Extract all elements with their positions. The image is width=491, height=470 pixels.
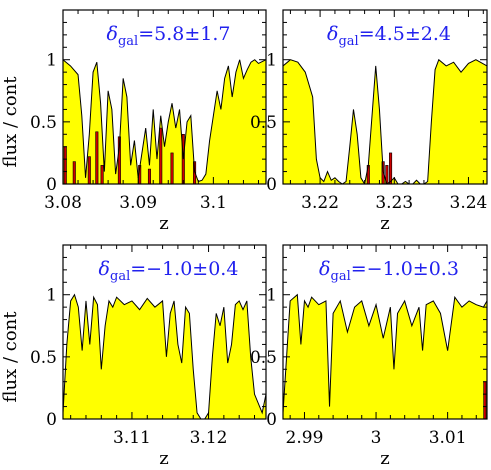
- xlabel: z: [159, 448, 168, 469]
- xtick-label: 3.12: [190, 428, 228, 448]
- title-subscript: gal: [331, 269, 351, 284]
- panel-title: δgal=−1.0±0.4: [99, 258, 239, 284]
- plot-area: [63, 59, 266, 184]
- ytick-label: 1: [46, 286, 57, 306]
- ytick-label: 0.5: [30, 113, 57, 133]
- galaxy-bar: [483, 381, 487, 419]
- title-value: =−1.0±0.4: [130, 258, 238, 280]
- galaxy-bar: [117, 136, 121, 184]
- ytick-label: 1: [266, 51, 277, 71]
- flux-line: [283, 58, 487, 184]
- panel-title: δgal=−1.0±0.3: [319, 258, 459, 284]
- title-subscript: gal: [110, 269, 130, 284]
- xlabel: z: [159, 213, 168, 234]
- xtick-label: 3.01: [429, 428, 467, 448]
- galaxy-bar: [95, 131, 99, 184]
- xtick-label: 3.22: [301, 193, 339, 213]
- panel-top-left: z 0 0.5 1 3.08 3.09 3.1 δgal=5.8±1.7: [30, 9, 267, 234]
- title-symbol: δ: [319, 258, 330, 280]
- flux-line: [63, 293, 266, 419]
- plot-area: [63, 293, 266, 419]
- ylabel-top: flux / cont: [0, 76, 21, 168]
- ytick-label: 0: [46, 410, 57, 430]
- flux-area: [63, 59, 266, 184]
- panel-title: δgal=5.8±1.7: [107, 23, 231, 49]
- galaxy-bar: [385, 165, 389, 184]
- ylabel-bottom: flux / cont: [0, 311, 21, 403]
- ytick-label: 0.5: [250, 348, 277, 368]
- galaxy-bar: [147, 168, 151, 184]
- flux-line: [283, 293, 487, 413]
- xlabel: z: [380, 448, 389, 469]
- xlabel: z: [380, 213, 389, 234]
- ytick-label: 0: [46, 175, 57, 195]
- xtick-label: 3.11: [113, 428, 151, 448]
- ytick-label: 1: [266, 286, 277, 306]
- title-value: =5.8±1.7: [138, 23, 230, 45]
- xtick-label: 3.23: [375, 193, 413, 213]
- plot-area: [283, 293, 487, 419]
- title-value: =−1.0±0.3: [351, 258, 459, 280]
- galaxy-bar: [170, 152, 174, 184]
- xtick-label: 3.1: [200, 193, 227, 213]
- xtick-label: 3.24: [450, 193, 488, 213]
- ytick-label: 0: [266, 175, 277, 195]
- flux-area: [63, 294, 266, 419]
- flux-line: [63, 59, 266, 183]
- xtick-label: 3: [371, 428, 382, 448]
- xtick-label: 2.99: [286, 428, 324, 448]
- galaxy-bar: [72, 161, 76, 184]
- title-symbol: δ: [107, 23, 118, 45]
- flux-area: [283, 59, 487, 184]
- title-symbol: δ: [327, 23, 338, 45]
- title-subscript: gal: [118, 34, 138, 49]
- galaxy-bar: [389, 152, 393, 184]
- panel-bottom-right: z 0 0.5 1 2.99 3 3.01 δgal=−1.0±0.3: [250, 244, 488, 469]
- galaxy-bar: [87, 156, 91, 184]
- panel-title: δgal=4.5±2.4: [327, 23, 451, 49]
- title-symbol: δ: [99, 258, 110, 280]
- plot-area: [283, 58, 487, 184]
- panel-top-right: z 0 0.5 1 3.22 3.23 3.24 δgal=4.5±2.4: [250, 9, 488, 234]
- xtick-label: 3.08: [44, 193, 82, 213]
- ytick-label: 0.5: [30, 348, 57, 368]
- xtick-label: 3.09: [119, 193, 157, 213]
- galaxy-bar: [159, 127, 163, 184]
- ytick-label: 0: [266, 410, 277, 430]
- ytick-label: 1: [46, 51, 57, 71]
- galaxy-bar: [100, 165, 104, 184]
- flux-area: [283, 294, 487, 419]
- title-value: =4.5±2.4: [359, 23, 451, 45]
- title-subscript: gal: [338, 34, 358, 49]
- panel-bottom-left: z 0 0.5 1 3.11 3.12 δgal=−1.0±0.4: [30, 244, 267, 469]
- ytick-label: 0.5: [250, 113, 277, 133]
- galaxy-bar: [63, 146, 67, 184]
